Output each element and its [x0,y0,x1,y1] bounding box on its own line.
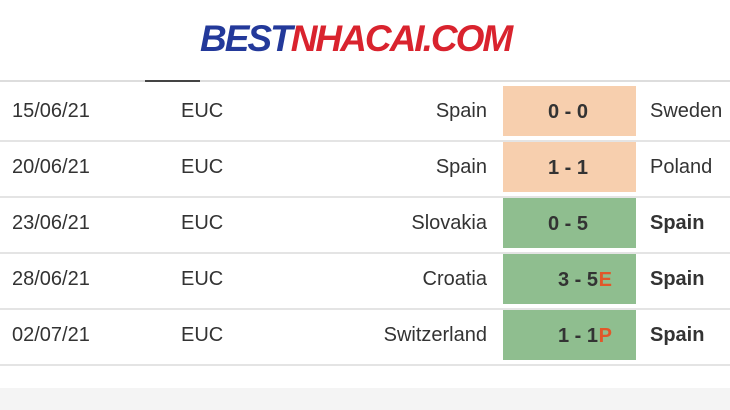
match-date: 02/07/21 [12,324,90,346]
match-row[interactable]: 02/07/21 EUC Switzerland 1 - 1 P Spain [0,308,730,366]
away-team: Spain [650,324,705,346]
score: 1 - 1 [547,157,588,179]
competition: EUC [181,268,224,290]
active-tab-indicator [145,80,200,82]
home-team: Switzerland [383,324,487,346]
match-date: 28/06/21 [12,268,90,290]
match-date: 23/06/21 [12,212,90,234]
competition: EUC [181,100,224,122]
match-date: 20/06/21 [12,156,90,178]
score: 0 - 5 [547,213,588,235]
footer-strip [0,388,730,410]
competition: EUC [181,156,224,178]
score-box: 0 - 0 [503,86,636,136]
match-row[interactable]: 28/06/21 EUC Croatia 3 - 5 E Spain [0,252,730,310]
home-team: Croatia [422,268,487,290]
score-box: 1 - 1 [503,142,636,192]
score: 0 - 0 [547,101,588,123]
away-team: Poland [650,156,713,178]
competition: EUC [181,212,224,234]
away-team: Spain [650,212,705,234]
score: 3 - 5 [557,269,598,291]
match-row[interactable]: 15/06/21 EUC Spain 0 - 0 Sweden [0,84,730,142]
match-date: 15/06/21 [12,100,90,122]
away-team: Sweden [650,100,723,122]
home-team: Spain [435,100,487,122]
score-box: 3 - 5 E [503,254,636,304]
home-team: Spain [435,156,487,178]
score-box: 1 - 1 P [503,310,636,360]
score-note: P [598,325,612,347]
match-row[interactable]: 23/06/21 EUC Slovakia 0 - 5 Spain [0,196,730,254]
logo-best: BEST [200,18,293,59]
logo-nhacai: NHACAI.COM [290,18,513,59]
score-box: 0 - 5 [503,198,636,248]
tab-bar [0,80,730,82]
competition: EUC [181,324,224,346]
score-note: E [598,269,612,291]
match-row[interactable]: 20/06/21 EUC Spain 1 - 1 Poland [0,140,730,198]
home-team: Slovakia [411,212,487,234]
score: 1 - 1 [557,325,598,347]
logo: BESTNHACAI.COM [200,18,513,60]
away-team: Spain [650,268,705,290]
